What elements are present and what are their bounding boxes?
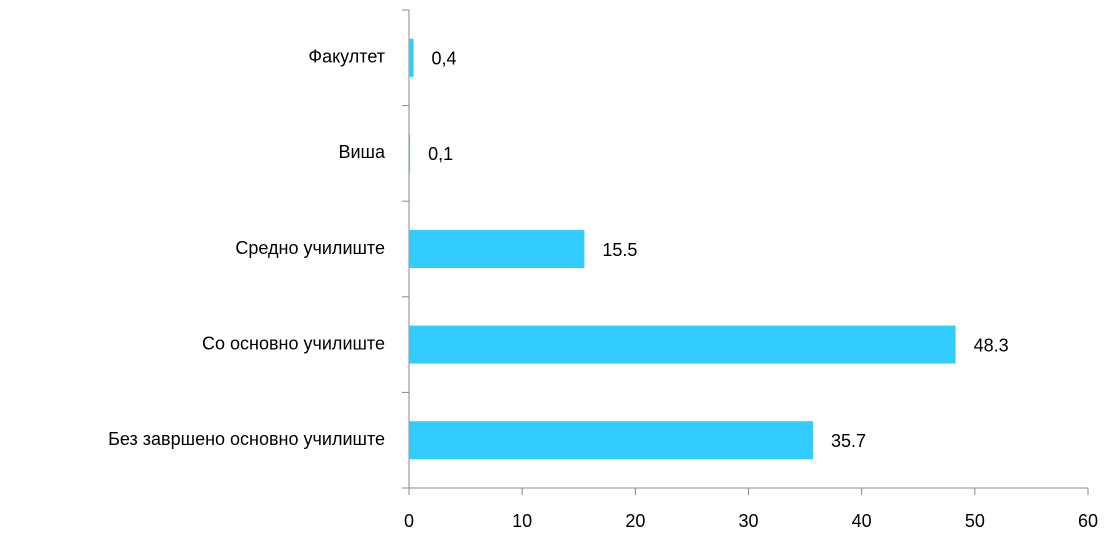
bar xyxy=(409,421,814,460)
y-tick-label: Со основно училиште xyxy=(202,333,385,353)
y-tick-label: Средно училиште xyxy=(235,238,385,258)
y-tick-label: Без завршено основно училиште xyxy=(108,429,385,449)
bar xyxy=(409,325,956,364)
x-tick-label: 20 xyxy=(625,511,645,531)
y-tick-label: Виша xyxy=(338,142,386,162)
value-label: 15.5 xyxy=(602,240,637,260)
x-tick-label: 30 xyxy=(738,511,758,531)
value-label: 48.3 xyxy=(974,335,1009,355)
y-tick-label: Факултет xyxy=(308,47,385,67)
value-label: 35.7 xyxy=(831,431,866,451)
bar xyxy=(409,134,411,173)
x-tick-label: 10 xyxy=(512,511,532,531)
bar xyxy=(409,38,414,77)
x-tick-label: 60 xyxy=(1078,511,1098,531)
x-tick-label: 50 xyxy=(965,511,985,531)
x-tick-label: 0 xyxy=(404,511,414,531)
x-tick-label: 40 xyxy=(852,511,872,531)
value-label: 0,1 xyxy=(428,144,453,164)
value-label: 0,4 xyxy=(432,49,457,69)
bar xyxy=(409,230,585,268)
